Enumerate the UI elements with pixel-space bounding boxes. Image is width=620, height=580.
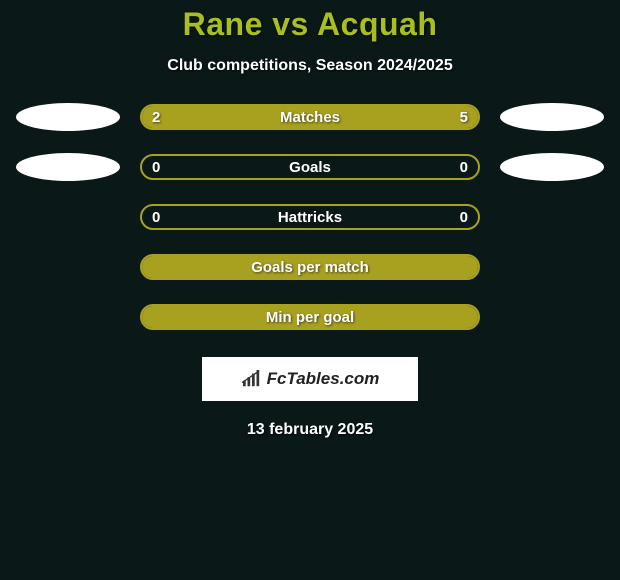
- stat-value-right: 0: [460, 159, 468, 176]
- stat-row: Goals per match: [0, 253, 620, 281]
- stat-label: Goals: [142, 159, 478, 176]
- stat-value-right: 0: [460, 209, 468, 226]
- spacer: [16, 253, 120, 281]
- stat-label: Goals per match: [142, 259, 478, 276]
- stat-bar: Min per goal: [140, 304, 480, 330]
- player-image-right: [500, 153, 604, 181]
- spacer: [500, 303, 604, 331]
- stats-list: 2Matches50Goals00Hattricks0Goals per mat…: [0, 103, 620, 331]
- stat-bar: 2Matches5: [140, 104, 480, 130]
- stat-row: Min per goal: [0, 303, 620, 331]
- stat-bar: 0Goals0: [140, 154, 480, 180]
- stat-row: 2Matches5: [0, 103, 620, 131]
- bar-chart-icon: [241, 370, 263, 388]
- page-title: Rane vs Acquah: [0, 6, 620, 43]
- comparison-card: Rane vs Acquah Club competitions, Season…: [0, 0, 620, 439]
- branding-text: FcTables.com: [267, 369, 380, 389]
- footer-date: 13 february 2025: [0, 421, 620, 439]
- spacer: [500, 253, 604, 281]
- page-subtitle: Club competitions, Season 2024/2025: [0, 57, 620, 75]
- stat-label: Matches: [142, 109, 478, 126]
- stat-label: Hattricks: [142, 209, 478, 226]
- player-image-left: [16, 153, 120, 181]
- spacer: [16, 303, 120, 331]
- player-image-right: [500, 103, 604, 131]
- stat-bar: Goals per match: [140, 254, 480, 280]
- spacer: [16, 203, 120, 231]
- stat-value-right: 5: [460, 109, 468, 126]
- spacer: [500, 203, 604, 231]
- stat-label: Min per goal: [142, 309, 478, 326]
- stat-row: 0Hattricks0: [0, 203, 620, 231]
- player-image-left: [16, 103, 120, 131]
- stat-bar: 0Hattricks0: [140, 204, 480, 230]
- stat-row: 0Goals0: [0, 153, 620, 181]
- branding-box[interactable]: FcTables.com: [202, 357, 418, 401]
